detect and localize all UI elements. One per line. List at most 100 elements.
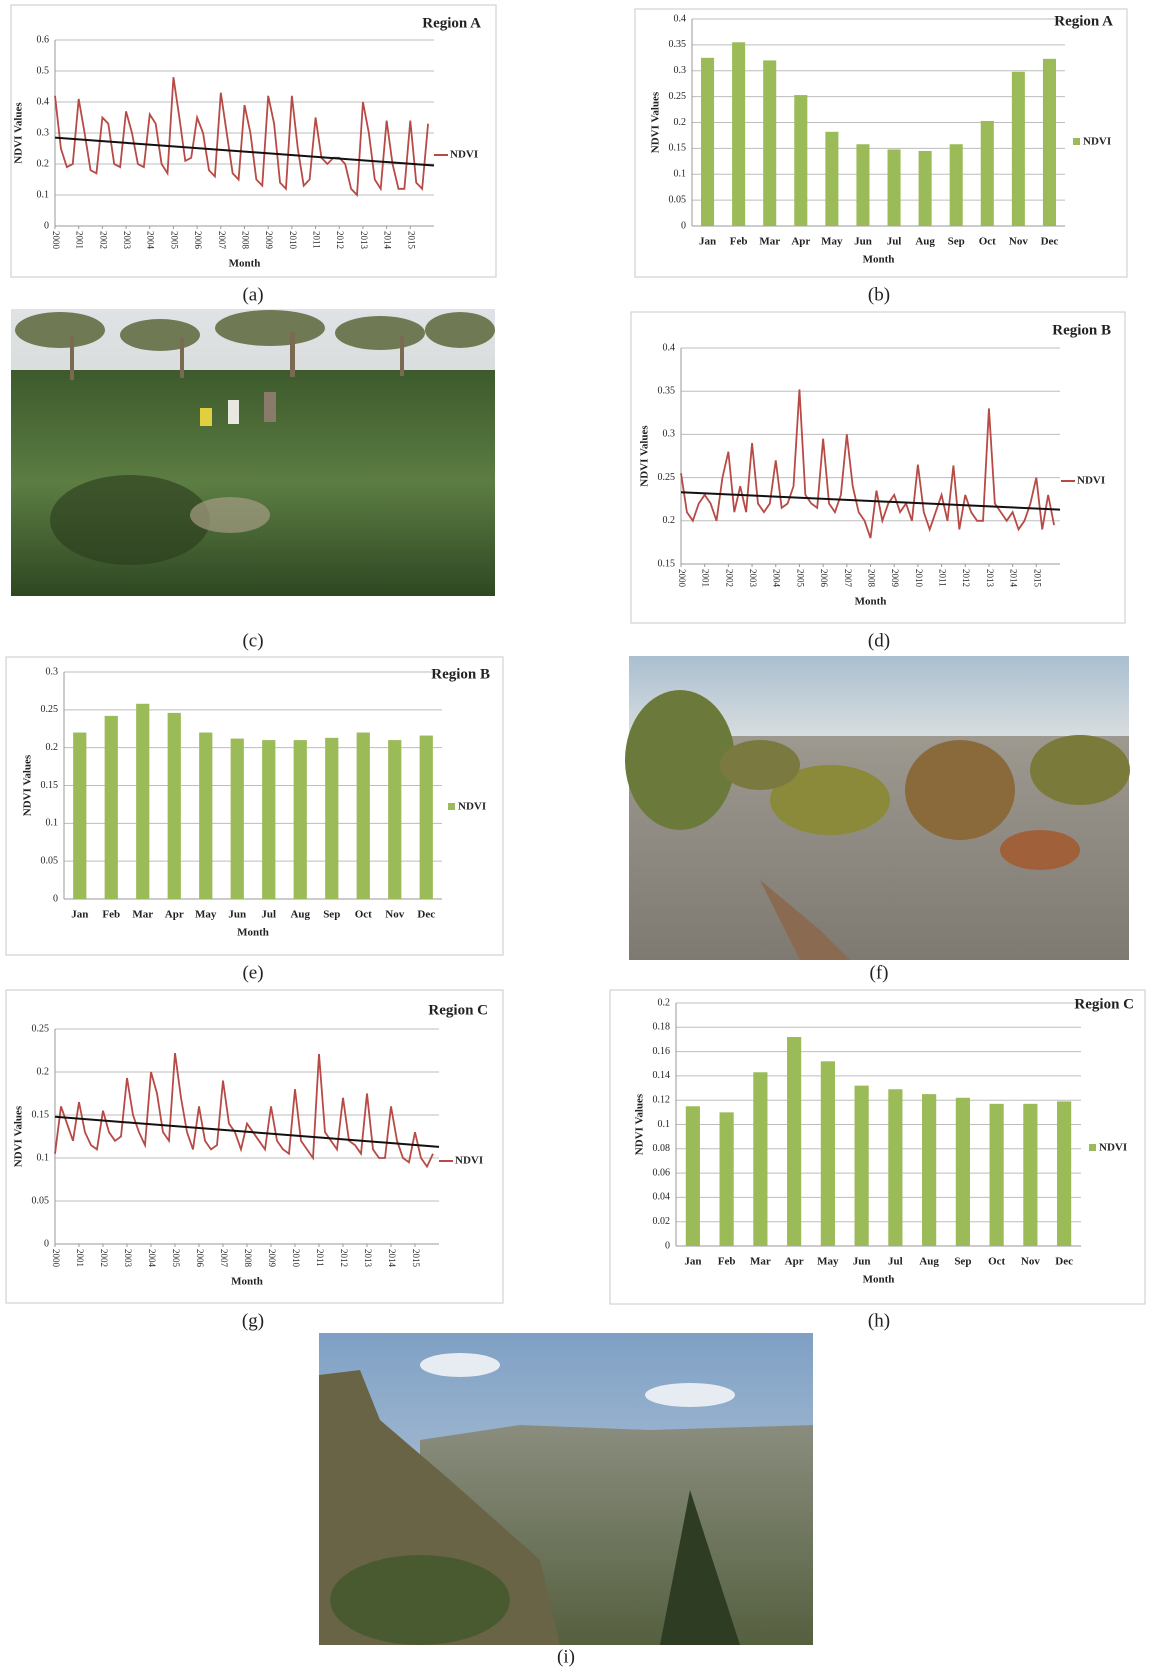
y-tick-label: 0.3 bbox=[674, 65, 687, 76]
chart-title: Region B bbox=[431, 666, 490, 682]
x-tick-label: Dec bbox=[417, 909, 435, 921]
x-tick-label: 2000 bbox=[51, 1249, 61, 1268]
y-tick-label: 0 bbox=[665, 1240, 670, 1251]
y-tick-label: 0.05 bbox=[669, 194, 687, 205]
x-tick-label: Apr bbox=[165, 909, 184, 921]
bar bbox=[136, 704, 149, 899]
x-tick-label: 2005 bbox=[171, 1249, 181, 1268]
y-tick-label: 0.16 bbox=[653, 1046, 671, 1057]
y-tick-label: 0.25 bbox=[32, 1023, 50, 1034]
y-tick-label: 0.2 bbox=[37, 158, 50, 169]
chart-title: Region B bbox=[1052, 322, 1111, 338]
x-tick-label: 2012 bbox=[335, 231, 345, 249]
x-tick-label: 2015 bbox=[406, 231, 416, 250]
x-tick-label: 2009 bbox=[890, 569, 900, 588]
x-tick-label: 2000 bbox=[677, 569, 687, 588]
x-tick-label: 2005 bbox=[169, 231, 179, 250]
x-tick-label: Jan bbox=[684, 1256, 701, 1268]
x-tick-label: Jun bbox=[853, 1256, 871, 1268]
bar bbox=[105, 716, 118, 899]
figure: (a)(b)(c)(d)(e)(f)(g)(h)(i)00.10.20.30.4… bbox=[0, 0, 1150, 1676]
y-tick-label: 0.02 bbox=[653, 1216, 671, 1227]
y-axis-title: NDVI Values bbox=[639, 425, 651, 487]
x-tick-label: Oct bbox=[355, 909, 372, 921]
chart-title: Region A bbox=[422, 15, 481, 31]
x-tick-label: Apr bbox=[791, 236, 810, 248]
x-tick-label: Feb bbox=[718, 1256, 736, 1268]
x-tick-label: 2014 bbox=[1009, 569, 1019, 588]
x-tick-label: 2002 bbox=[99, 1249, 109, 1267]
x-tick-label: Jan bbox=[699, 236, 716, 248]
bar bbox=[855, 1086, 869, 1246]
x-tick-label: Apr bbox=[785, 1256, 804, 1268]
x-tick-label: 2010 bbox=[914, 569, 924, 588]
x-tick-label: 2000 bbox=[51, 231, 61, 250]
x-tick-label: 2004 bbox=[147, 1249, 157, 1268]
y-tick-label: 0.15 bbox=[658, 558, 676, 569]
x-tick-label: 2001 bbox=[701, 569, 711, 587]
legend-label: NDVI bbox=[455, 1155, 483, 1167]
bar bbox=[1023, 1104, 1037, 1246]
legend-label: NDVI bbox=[1083, 136, 1111, 148]
bar bbox=[199, 733, 212, 899]
x-tick-label: May bbox=[195, 909, 217, 921]
bar bbox=[922, 1094, 936, 1246]
x-axis-title: Month bbox=[231, 1276, 263, 1288]
bar bbox=[231, 739, 244, 899]
x-tick-label: Sep bbox=[948, 236, 965, 248]
y-tick-label: 0.1 bbox=[658, 1119, 671, 1130]
x-tick-label: 2015 bbox=[1032, 569, 1042, 588]
x-tick-label: 2014 bbox=[387, 1249, 397, 1268]
bar bbox=[701, 58, 714, 226]
x-tick-label: Oct bbox=[979, 236, 996, 248]
y-tick-label: 0.2 bbox=[658, 997, 671, 1008]
x-tick-label: 2001 bbox=[75, 1249, 85, 1267]
x-tick-label: 2001 bbox=[75, 231, 85, 249]
x-tick-label: Oct bbox=[988, 1256, 1005, 1268]
x-tick-label: 2007 bbox=[217, 231, 227, 250]
y-tick-label: 0.4 bbox=[663, 342, 676, 353]
x-tick-label: Jun bbox=[854, 236, 872, 248]
y-tick-label: 0.3 bbox=[37, 127, 50, 138]
x-tick-label: Mar bbox=[750, 1256, 771, 1268]
x-tick-label: Mar bbox=[132, 909, 153, 921]
x-tick-label: 2009 bbox=[264, 231, 274, 250]
legend-swatch bbox=[448, 803, 455, 810]
legend-swatch bbox=[1073, 138, 1080, 145]
bar bbox=[825, 132, 838, 226]
bar bbox=[1057, 1101, 1071, 1246]
bar bbox=[763, 60, 776, 226]
y-tick-label: 0.5 bbox=[37, 65, 50, 76]
y-tick-label: 0.05 bbox=[32, 1195, 50, 1206]
bar bbox=[787, 1037, 801, 1246]
x-tick-label: 2005 bbox=[795, 569, 805, 588]
x-tick-label: Jun bbox=[228, 909, 246, 921]
x-tick-label: Jan bbox=[71, 909, 88, 921]
x-tick-label: Nov bbox=[1009, 236, 1028, 248]
bar bbox=[753, 1072, 767, 1246]
chart: 00.050.10.150.20.250.30.350.4Region ANDV… bbox=[635, 9, 1127, 277]
y-tick-label: 0.25 bbox=[658, 472, 676, 483]
y-tick-label: 0.2 bbox=[663, 515, 676, 526]
legend-label: NDVI bbox=[1099, 1142, 1127, 1154]
bar bbox=[73, 733, 86, 899]
bar bbox=[1012, 72, 1025, 226]
x-tick-label: 2008 bbox=[243, 1249, 253, 1268]
x-tick-label: 2007 bbox=[219, 1249, 229, 1268]
x-tick-label: Sep bbox=[323, 909, 340, 921]
x-axis-title: Month bbox=[863, 254, 895, 266]
x-tick-label: 2002 bbox=[98, 231, 108, 249]
x-tick-label: 2006 bbox=[193, 231, 203, 250]
x-tick-label: 2008 bbox=[866, 569, 876, 588]
bar bbox=[732, 42, 745, 226]
y-tick-label: 0 bbox=[53, 893, 58, 904]
bar bbox=[888, 149, 901, 226]
x-tick-label: 2010 bbox=[291, 1249, 301, 1268]
x-axis-title: Month bbox=[863, 1274, 895, 1286]
y-tick-label: 0.6 bbox=[37, 34, 50, 45]
bar bbox=[956, 1098, 970, 1246]
bar bbox=[919, 151, 932, 226]
x-tick-label: Jul bbox=[887, 236, 902, 248]
x-axis-title: Month bbox=[855, 596, 887, 608]
